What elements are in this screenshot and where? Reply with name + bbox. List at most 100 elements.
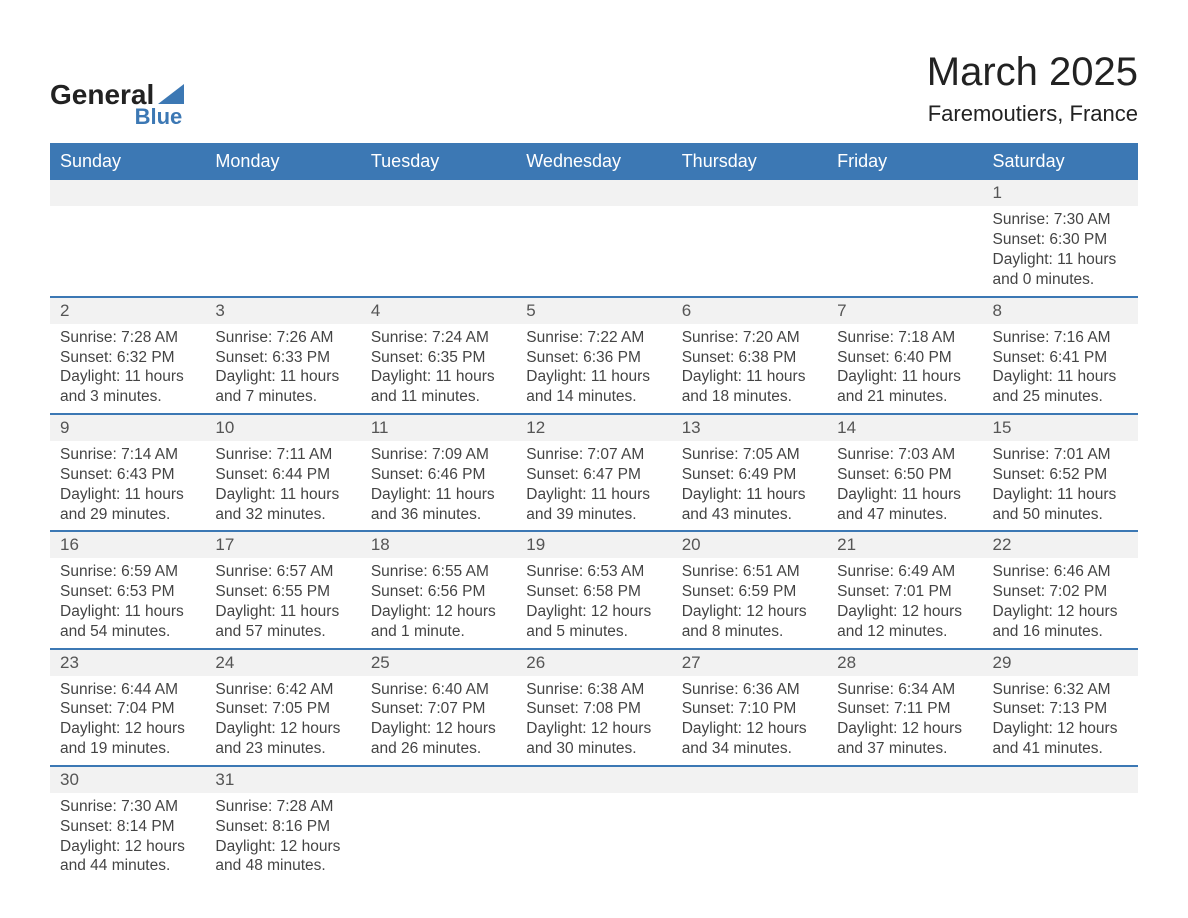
day-cell	[672, 793, 827, 882]
day-sunrise: Sunrise: 6:32 AM	[993, 680, 1132, 700]
day-d1: Daylight: 11 hours	[993, 367, 1132, 387]
day-number: 18	[361, 532, 516, 558]
day-sunset: Sunset: 6:43 PM	[60, 465, 199, 485]
day-sunrise: Sunrise: 7:28 AM	[60, 328, 199, 348]
week-daynum-row: 16171819202122	[50, 532, 1138, 558]
calendar-week: 3031Sunrise: 7:30 AMSunset: 8:14 PMDayli…	[50, 765, 1138, 882]
day-cell: Sunrise: 7:07 AMSunset: 6:47 PMDaylight:…	[516, 441, 671, 530]
day-d2: and 18 minutes.	[682, 387, 821, 407]
day-sunrise: Sunrise: 6:51 AM	[682, 562, 821, 582]
day-sunset: Sunset: 7:10 PM	[682, 699, 821, 719]
day-number: 12	[516, 415, 671, 441]
day-d2: and 29 minutes.	[60, 505, 199, 525]
day-d2: and 32 minutes.	[215, 505, 354, 525]
day-d1: Daylight: 12 hours	[993, 719, 1132, 739]
day-d1: Daylight: 12 hours	[837, 719, 976, 739]
page-subtitle: Faremoutiers, France	[927, 101, 1138, 127]
day-cell: Sunrise: 6:53 AMSunset: 6:58 PMDaylight:…	[516, 558, 671, 647]
day-number: 3	[205, 298, 360, 324]
day-sunrise: Sunrise: 7:01 AM	[993, 445, 1132, 465]
day-d1: Daylight: 11 hours	[682, 485, 821, 505]
day-sunset: Sunset: 6:46 PM	[371, 465, 510, 485]
day-d1: Daylight: 12 hours	[60, 719, 199, 739]
day-sunrise: Sunrise: 7:26 AM	[215, 328, 354, 348]
day-d1: Daylight: 12 hours	[526, 602, 665, 622]
day-cell	[516, 206, 671, 295]
day-d2: and 36 minutes.	[371, 505, 510, 525]
week-daynum-row: 23242526272829	[50, 650, 1138, 676]
day-sunset: Sunset: 7:05 PM	[215, 699, 354, 719]
day-cell: Sunrise: 6:46 AMSunset: 7:02 PMDaylight:…	[983, 558, 1138, 647]
day-d2: and 5 minutes.	[526, 622, 665, 642]
day-number: 27	[672, 650, 827, 676]
day-sunrise: Sunrise: 7:05 AM	[682, 445, 821, 465]
week-content-row: Sunrise: 7:30 AMSunset: 8:14 PMDaylight:…	[50, 793, 1138, 882]
day-d2: and 21 minutes.	[837, 387, 976, 407]
day-number: 29	[983, 650, 1138, 676]
day-sunset: Sunset: 6:41 PM	[993, 348, 1132, 368]
day-sunrise: Sunrise: 7:18 AM	[837, 328, 976, 348]
day-number: 2	[50, 298, 205, 324]
day-d2: and 57 minutes.	[215, 622, 354, 642]
day-cell: Sunrise: 6:49 AMSunset: 7:01 PMDaylight:…	[827, 558, 982, 647]
day-d2: and 7 minutes.	[215, 387, 354, 407]
day-d2: and 8 minutes.	[682, 622, 821, 642]
day-number: 26	[516, 650, 671, 676]
day-cell: Sunrise: 6:36 AMSunset: 7:10 PMDaylight:…	[672, 676, 827, 765]
day-d2: and 12 minutes.	[837, 622, 976, 642]
logo-text: General Blue	[50, 80, 184, 128]
day-number: 21	[827, 532, 982, 558]
day-number: 5	[516, 298, 671, 324]
day-sunrise: Sunrise: 6:44 AM	[60, 680, 199, 700]
day-d1: Daylight: 12 hours	[682, 719, 821, 739]
day-header: Saturday	[983, 145, 1138, 178]
day-sunset: Sunset: 7:13 PM	[993, 699, 1132, 719]
day-number	[205, 180, 360, 206]
day-cell: Sunrise: 7:30 AMSunset: 8:14 PMDaylight:…	[50, 793, 205, 882]
day-cell: Sunrise: 6:44 AMSunset: 7:04 PMDaylight:…	[50, 676, 205, 765]
day-d2: and 3 minutes.	[60, 387, 199, 407]
day-header: Friday	[827, 145, 982, 178]
day-cell: Sunrise: 7:18 AMSunset: 6:40 PMDaylight:…	[827, 324, 982, 413]
calendar-week: 23242526272829Sunrise: 6:44 AMSunset: 7:…	[50, 648, 1138, 765]
week-content-row: Sunrise: 7:14 AMSunset: 6:43 PMDaylight:…	[50, 441, 1138, 530]
day-cell: Sunrise: 7:26 AMSunset: 6:33 PMDaylight:…	[205, 324, 360, 413]
week-content-row: Sunrise: 7:30 AMSunset: 6:30 PMDaylight:…	[50, 206, 1138, 295]
calendar-week: 2345678Sunrise: 7:28 AMSunset: 6:32 PMDa…	[50, 296, 1138, 413]
logo: General Blue	[50, 80, 184, 129]
day-number	[827, 767, 982, 793]
day-cell: Sunrise: 6:51 AMSunset: 6:59 PMDaylight:…	[672, 558, 827, 647]
day-number	[361, 767, 516, 793]
day-cell: Sunrise: 6:34 AMSunset: 7:11 PMDaylight:…	[827, 676, 982, 765]
day-cell: Sunrise: 6:40 AMSunset: 7:07 PMDaylight:…	[361, 676, 516, 765]
day-cell	[827, 206, 982, 295]
day-cell: Sunrise: 7:14 AMSunset: 6:43 PMDaylight:…	[50, 441, 205, 530]
day-cell: Sunrise: 7:03 AMSunset: 6:50 PMDaylight:…	[827, 441, 982, 530]
day-cell	[361, 793, 516, 882]
day-sunset: Sunset: 6:55 PM	[215, 582, 354, 602]
day-sunrise: Sunrise: 7:20 AM	[682, 328, 821, 348]
day-cell: Sunrise: 6:59 AMSunset: 6:53 PMDaylight:…	[50, 558, 205, 647]
day-d2: and 48 minutes.	[215, 856, 354, 876]
day-d1: Daylight: 11 hours	[837, 485, 976, 505]
day-sunset: Sunset: 7:08 PM	[526, 699, 665, 719]
day-number	[361, 180, 516, 206]
day-number: 4	[361, 298, 516, 324]
week-content-row: Sunrise: 6:44 AMSunset: 7:04 PMDaylight:…	[50, 676, 1138, 765]
day-number	[827, 180, 982, 206]
day-sunrise: Sunrise: 6:59 AM	[60, 562, 199, 582]
day-number: 22	[983, 532, 1138, 558]
day-d2: and 14 minutes.	[526, 387, 665, 407]
day-d2: and 47 minutes.	[837, 505, 976, 525]
day-number: 17	[205, 532, 360, 558]
day-number: 25	[361, 650, 516, 676]
day-sunset: Sunset: 6:35 PM	[371, 348, 510, 368]
day-cell: Sunrise: 6:57 AMSunset: 6:55 PMDaylight:…	[205, 558, 360, 647]
day-sunrise: Sunrise: 6:34 AM	[837, 680, 976, 700]
week-daynum-row: 1	[50, 180, 1138, 206]
day-d1: Daylight: 12 hours	[60, 837, 199, 857]
calendar-week: 1Sunrise: 7:30 AMSunset: 6:30 PMDaylight…	[50, 178, 1138, 295]
calendar: SundayMondayTuesdayWednesdayThursdayFrid…	[50, 143, 1138, 882]
day-number: 15	[983, 415, 1138, 441]
day-d2: and 19 minutes.	[60, 739, 199, 759]
